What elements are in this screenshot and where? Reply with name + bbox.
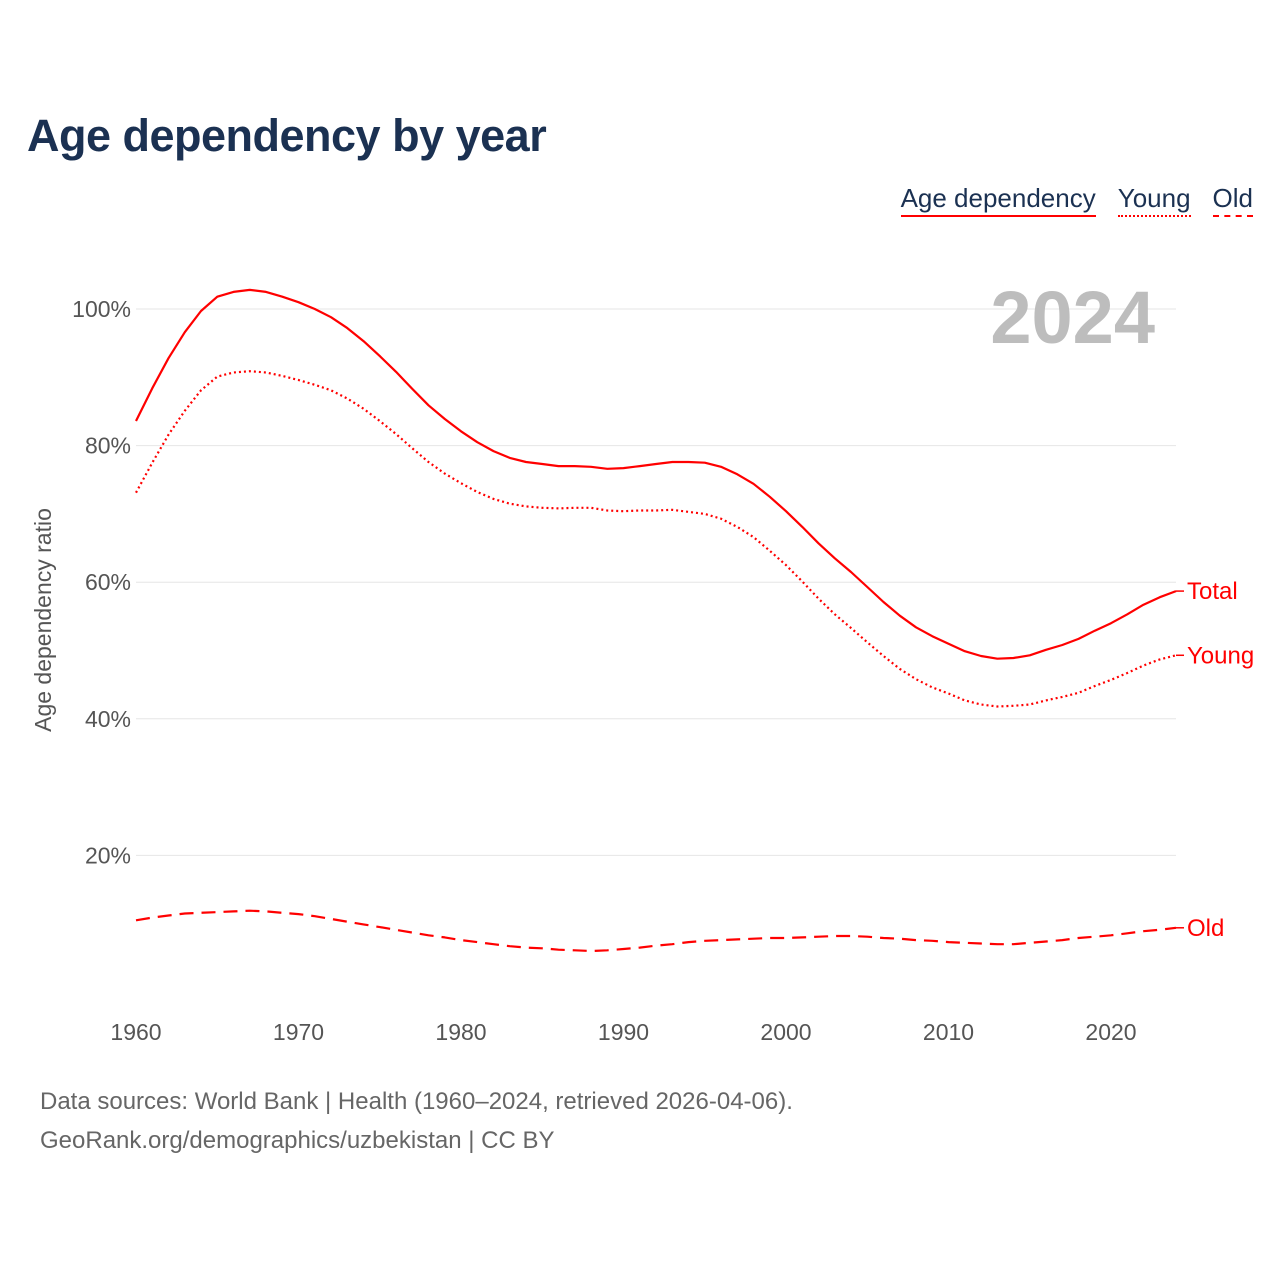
year-label: 2024	[990, 276, 1155, 359]
end-label-old: Old	[1187, 915, 1224, 942]
x-tick-label: 1970	[273, 1019, 324, 1045]
series-line-total	[135, 288, 1177, 660]
y-axis-label: Age dependency ratio	[30, 508, 56, 732]
legend: Age dependency Young Old	[900, 183, 1253, 217]
source-caption: Data sources: World Bank | Health (1960–…	[40, 1088, 793, 1115]
chart-title: Age dependency by year	[27, 110, 547, 161]
x-tick-label: 2020	[1085, 1019, 1136, 1045]
series-line-old	[135, 909, 1177, 953]
x-tick-label: 2010	[923, 1019, 974, 1045]
end-label-total: Total	[1187, 578, 1238, 605]
end-label-young: Young	[1187, 642, 1254, 669]
y-tick-label: 60%	[85, 569, 131, 595]
x-tick-label: 1990	[598, 1019, 649, 1045]
series-line-young	[135, 370, 1177, 708]
legend-item-old[interactable]: Old	[1212, 183, 1253, 217]
legend-item-age-dependency[interactable]: Age dependency	[900, 183, 1096, 217]
x-tick-label: 2000	[760, 1019, 811, 1045]
y-tick-label: 20%	[85, 842, 131, 868]
y-tick-label: 100%	[72, 296, 131, 322]
y-tick-label: 40%	[85, 706, 131, 732]
legend-item-young[interactable]: Young	[1117, 183, 1191, 217]
y-tick-label: 80%	[85, 433, 131, 459]
url-caption: GeoRank.org/demographics/uzbekistan | CC…	[40, 1127, 555, 1154]
x-tick-label: 1980	[435, 1019, 486, 1045]
x-tick-label: 1960	[110, 1019, 161, 1045]
